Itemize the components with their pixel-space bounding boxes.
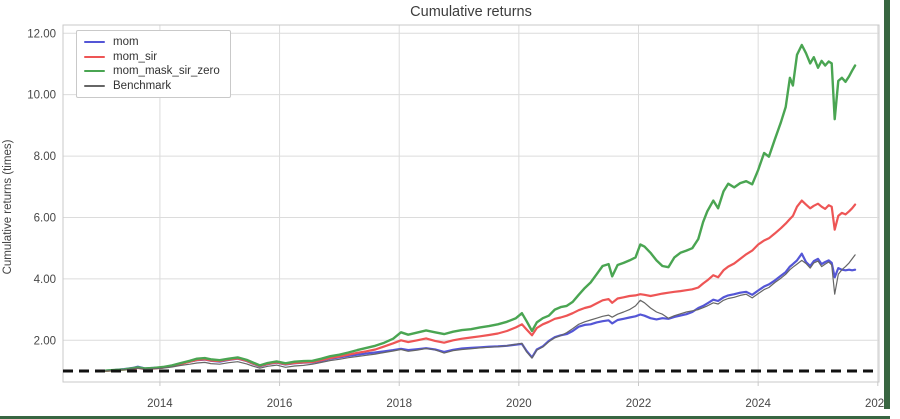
series-line-Benchmark: [97, 254, 856, 372]
legend: mom mom_sir mom_mask_sir_zero Benchmark: [76, 30, 231, 98]
legend-line-swatch: [84, 55, 105, 58]
x-tick-label: 2022: [626, 398, 652, 410]
y-tick-label: 8.00: [34, 151, 56, 163]
legend-line-swatch: [84, 41, 105, 44]
chart-title: Cumulative returns: [410, 4, 532, 20]
y-tick-label: 6.00: [34, 212, 56, 224]
bottom-accent-border: [0, 416, 890, 419]
y-tick-label: 4.00: [34, 274, 56, 286]
legend-item: mom: [84, 35, 220, 50]
y-tick-label: 2.00: [34, 335, 56, 347]
x-tick-label: 2024: [745, 398, 771, 410]
right-accent-border: [884, 0, 890, 409]
legend-line-swatch: [84, 84, 105, 87]
y-axis-label: Cumulative returns (times): [2, 139, 14, 275]
plot-border: [62, 24, 880, 383]
x-tick-label: 2014: [147, 398, 173, 410]
y-tick-label: 10.00: [27, 90, 56, 102]
legend-line-swatch: [84, 70, 105, 73]
x-tick-label: 2016: [267, 398, 293, 410]
series-line-mom: [96, 252, 857, 372]
series-line-mom_sir: [96, 199, 857, 372]
legend-item: Benchmark: [84, 79, 220, 94]
legend-item: mom_mask_sir_zero: [84, 64, 220, 79]
legend-item-label: mom_sir: [113, 50, 158, 63]
series-line-mom_mask_sir_zero: [96, 43, 857, 373]
legend-item-label: mom_mask_sir_zero: [113, 65, 220, 78]
x-tick-label: 2020: [506, 398, 532, 410]
y-tick-label: 12.00: [27, 28, 56, 40]
legend-item: mom_sir: [84, 50, 220, 65]
x-tick-label: 2018: [386, 398, 412, 410]
legend-item-label: Benchmark: [113, 79, 172, 92]
legend-item-label: mom: [113, 36, 139, 49]
